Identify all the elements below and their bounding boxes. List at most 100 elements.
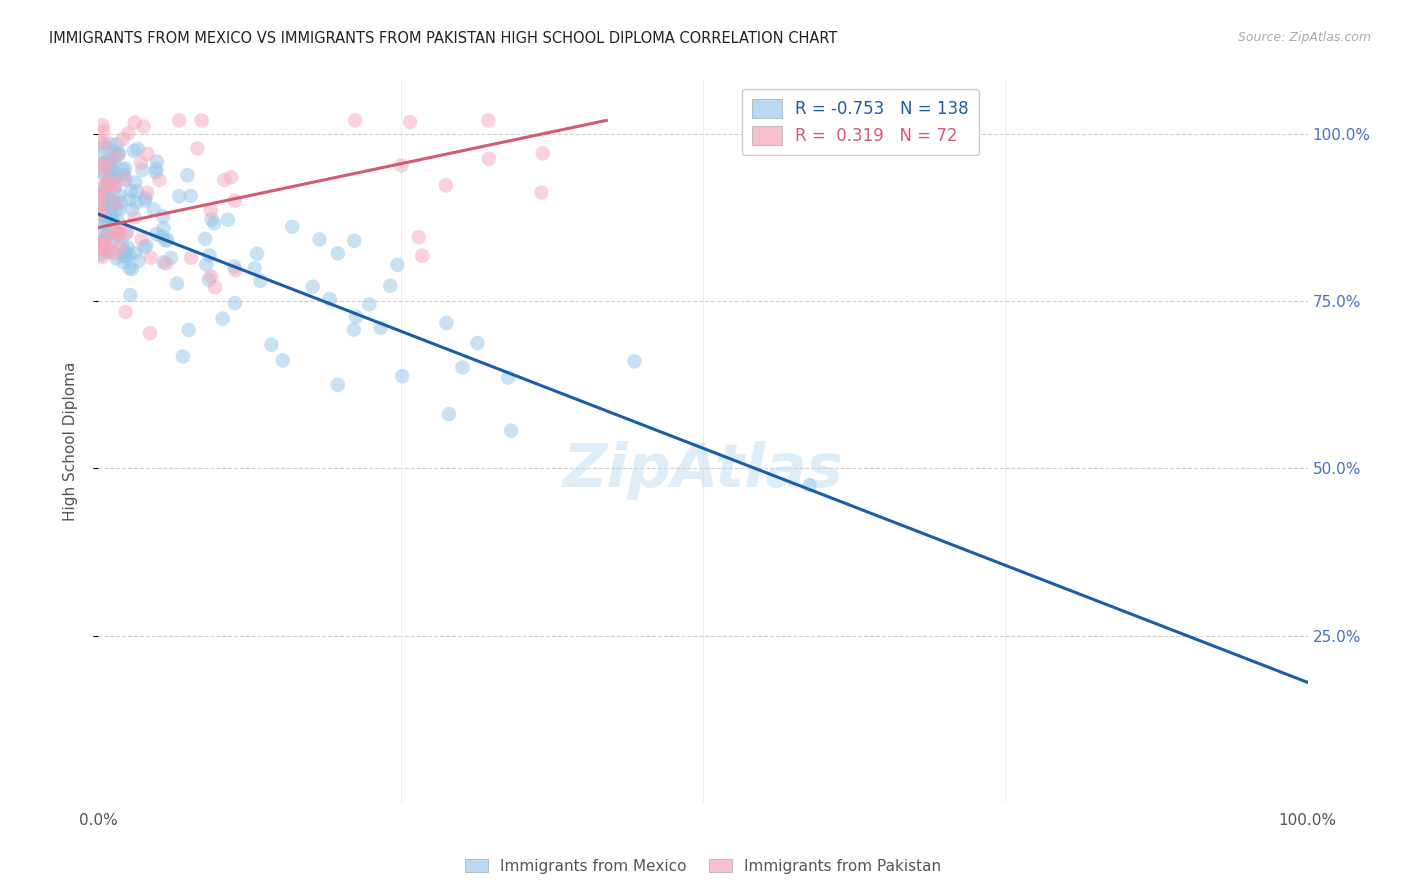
Point: [93, 136, 115, 151]
Point: [145, 227, 167, 241]
Point: [91, 118, 114, 132]
Point: [112, 168, 135, 182]
Point: [111, 132, 134, 146]
Point: [93, 168, 115, 182]
Point: [108, 202, 131, 217]
Point: [101, 180, 124, 194]
Point: [110, 223, 132, 237]
Point: [112, 255, 135, 269]
Point: [114, 244, 136, 259]
Point: [104, 169, 127, 184]
Point: [127, 142, 149, 156]
Point: [530, 186, 553, 200]
Point: [408, 230, 430, 244]
Point: [243, 261, 266, 276]
Point: [121, 262, 143, 277]
Point: [391, 369, 413, 384]
Point: [190, 113, 212, 128]
Point: [101, 244, 124, 259]
Point: [89, 132, 111, 146]
Point: [108, 188, 131, 202]
Point: [100, 200, 122, 214]
Point: [114, 161, 136, 176]
Point: [115, 227, 138, 241]
Point: [214, 173, 236, 187]
Point: [477, 113, 499, 128]
Point: [103, 226, 125, 240]
Point: [436, 316, 458, 330]
Point: [145, 161, 167, 176]
Point: [105, 202, 128, 217]
Point: [326, 377, 349, 392]
Legend: R = -0.753   N = 138, R =  0.319   N = 72: R = -0.753 N = 138, R = 0.319 N = 72: [742, 88, 979, 155]
Point: [96, 239, 118, 253]
Point: [224, 260, 246, 274]
Point: [93, 197, 115, 211]
Point: [93, 183, 115, 197]
Point: [105, 149, 128, 163]
Point: [249, 274, 271, 288]
Point: [136, 186, 159, 200]
Point: [91, 197, 114, 211]
Point: [198, 248, 221, 262]
Text: Source: ZipAtlas.com: Source: ZipAtlas.com: [1237, 31, 1371, 45]
Point: [104, 180, 127, 194]
Point: [93, 140, 115, 154]
Point: [122, 144, 145, 158]
Point: [93, 156, 115, 170]
Legend: Immigrants from Mexico, Immigrants from Pakistan: Immigrants from Mexico, Immigrants from …: [458, 853, 948, 880]
Point: [172, 350, 194, 364]
Point: [96, 160, 118, 174]
Point: [308, 232, 330, 246]
Point: [101, 166, 124, 180]
Point: [96, 193, 118, 207]
Point: [148, 173, 170, 187]
Point: [104, 178, 127, 193]
Point: [97, 178, 120, 192]
Point: [93, 124, 115, 138]
Point: [125, 185, 148, 199]
Point: [94, 239, 117, 253]
Point: [98, 136, 121, 151]
Point: [118, 261, 141, 276]
Point: [120, 288, 142, 302]
Point: [108, 147, 131, 161]
Point: [96, 244, 118, 259]
Point: [91, 250, 114, 264]
Point: [155, 234, 177, 248]
Point: [211, 311, 233, 326]
Point: [132, 120, 155, 134]
Point: [145, 165, 167, 179]
Point: [155, 256, 177, 270]
Point: [204, 280, 226, 294]
Point: [136, 147, 159, 161]
Point: [224, 194, 246, 208]
Point: [224, 296, 246, 310]
Point: [176, 168, 198, 182]
Point: [90, 228, 112, 243]
Point: [411, 249, 433, 263]
Point: [103, 145, 125, 159]
Point: [93, 218, 115, 232]
Point: [89, 158, 111, 172]
Point: [112, 171, 135, 186]
Point: [478, 152, 501, 166]
Point: [107, 145, 129, 160]
Point: [115, 226, 138, 240]
Point: [437, 407, 460, 421]
Point: [271, 353, 294, 368]
Point: [343, 322, 366, 336]
Point: [186, 141, 208, 155]
Point: [105, 137, 128, 152]
Point: [103, 246, 125, 260]
Point: [96, 216, 118, 230]
Point: [94, 208, 117, 222]
Point: [98, 156, 121, 170]
Point: [104, 222, 127, 236]
Point: [107, 227, 129, 242]
Point: [89, 241, 111, 255]
Point: [96, 227, 118, 242]
Point: [167, 189, 190, 203]
Point: [246, 246, 269, 260]
Point: [139, 251, 162, 265]
